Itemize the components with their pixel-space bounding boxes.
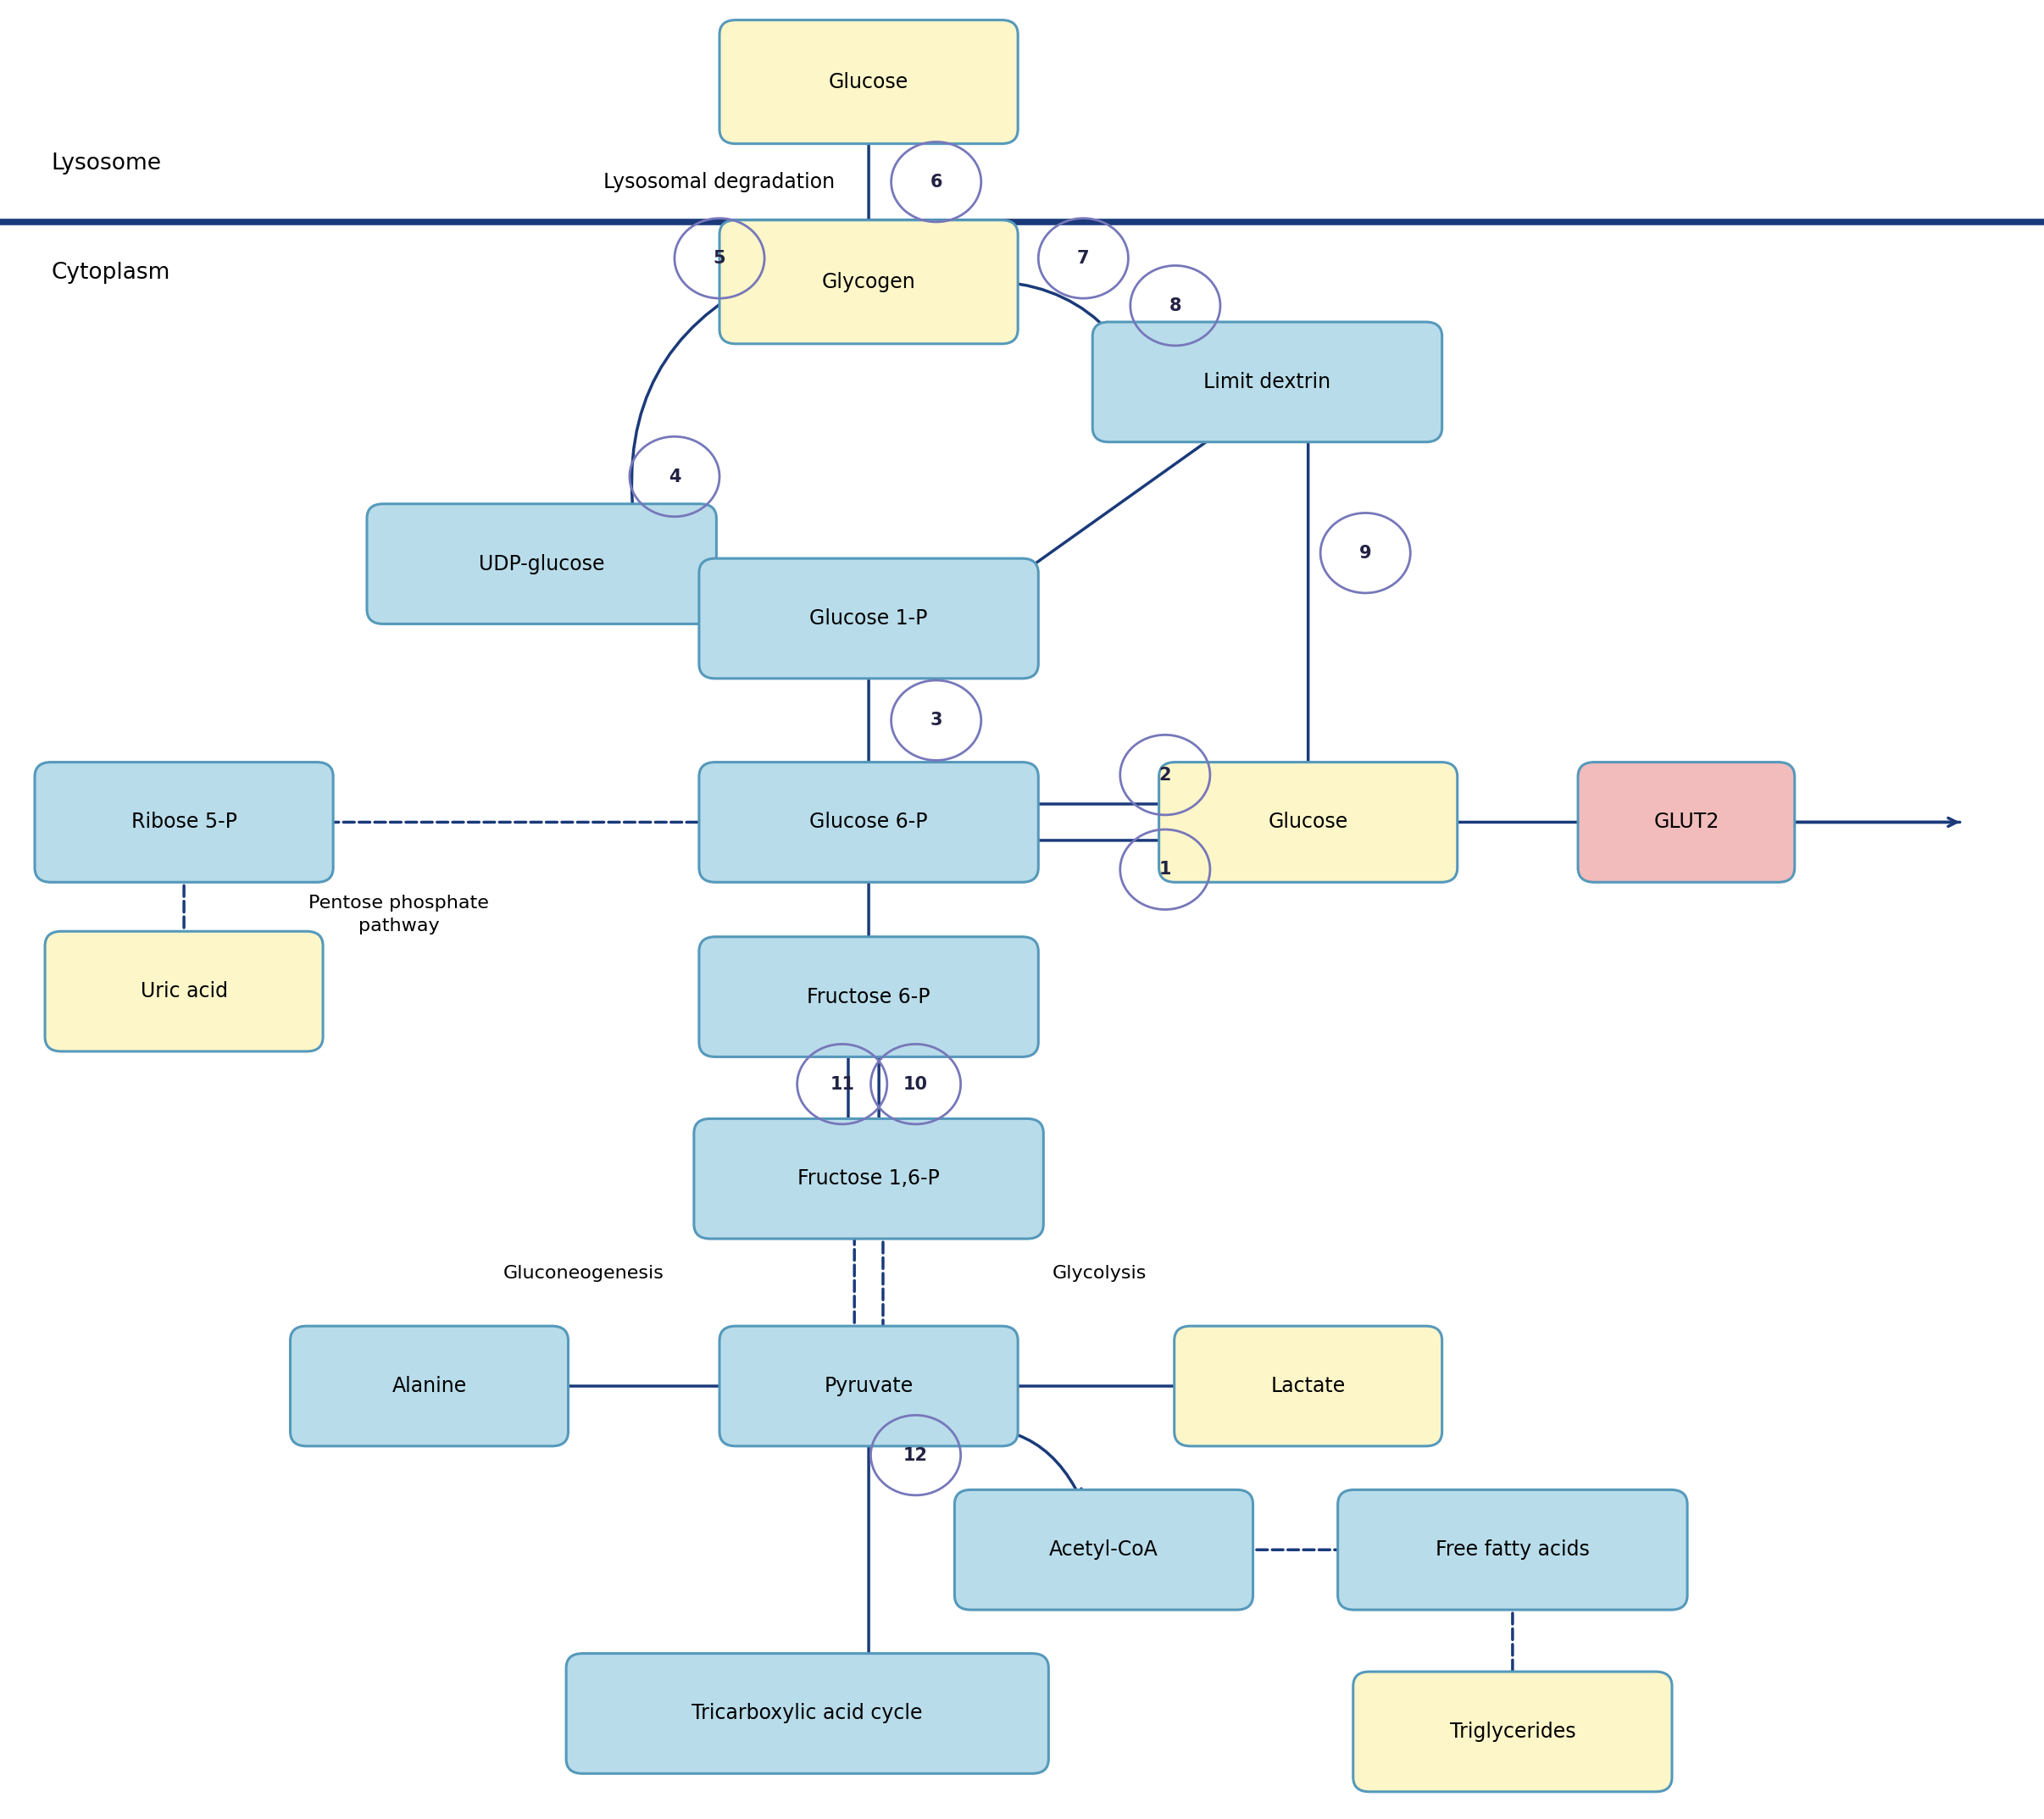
- FancyBboxPatch shape: [35, 762, 333, 882]
- FancyBboxPatch shape: [1353, 1672, 1672, 1792]
- Text: Triglycerides: Triglycerides: [1449, 1721, 1576, 1743]
- FancyBboxPatch shape: [699, 762, 1038, 882]
- Text: Acetyl-CoA: Acetyl-CoA: [1049, 1539, 1159, 1561]
- Text: Uric acid: Uric acid: [141, 980, 227, 1002]
- Text: Gluconeogenesis: Gluconeogenesis: [503, 1264, 664, 1282]
- Text: 8: 8: [1169, 296, 1181, 315]
- Text: 7: 7: [1077, 249, 1089, 267]
- Text: 3: 3: [930, 711, 942, 729]
- FancyBboxPatch shape: [45, 931, 323, 1051]
- Text: Lactate: Lactate: [1271, 1375, 1345, 1397]
- FancyBboxPatch shape: [1337, 1490, 1686, 1610]
- Text: 6: 6: [930, 173, 942, 191]
- FancyBboxPatch shape: [1091, 322, 1443, 442]
- Text: Glucose 1-P: Glucose 1-P: [809, 608, 928, 629]
- Text: Glucose: Glucose: [828, 71, 910, 93]
- Text: Free fatty acids: Free fatty acids: [1435, 1539, 1590, 1561]
- Text: Cytoplasm: Cytoplasm: [51, 262, 170, 284]
- Text: UDP-glucose: UDP-glucose: [478, 553, 605, 575]
- Text: Glucose 6-P: Glucose 6-P: [809, 811, 928, 833]
- FancyBboxPatch shape: [290, 1326, 568, 1446]
- FancyBboxPatch shape: [1173, 1326, 1443, 1446]
- Text: 2: 2: [1159, 766, 1171, 784]
- FancyBboxPatch shape: [699, 558, 1038, 678]
- Text: 11: 11: [830, 1075, 854, 1093]
- Text: Glycogen: Glycogen: [822, 271, 916, 293]
- Text: Ribose 5-P: Ribose 5-P: [131, 811, 237, 833]
- Text: Alanine: Alanine: [392, 1375, 466, 1397]
- Text: Fructose 6-P: Fructose 6-P: [807, 986, 930, 1008]
- Text: Limit dextrin: Limit dextrin: [1204, 371, 1331, 393]
- Text: 10: 10: [903, 1075, 928, 1093]
- FancyBboxPatch shape: [719, 1326, 1018, 1446]
- Text: 5: 5: [713, 249, 726, 267]
- Text: Fructose 1,6-P: Fructose 1,6-P: [797, 1168, 940, 1190]
- FancyBboxPatch shape: [566, 1653, 1049, 1774]
- Text: Pentose phosphate
pathway: Pentose phosphate pathway: [309, 895, 489, 935]
- Text: Tricarboxylic acid cycle: Tricarboxylic acid cycle: [693, 1703, 922, 1724]
- Text: Lysosomal degradation: Lysosomal degradation: [603, 171, 834, 193]
- FancyBboxPatch shape: [368, 504, 715, 624]
- FancyBboxPatch shape: [955, 1490, 1253, 1610]
- FancyBboxPatch shape: [1578, 762, 1795, 882]
- Text: Pyruvate: Pyruvate: [824, 1375, 914, 1397]
- Text: GLUT2: GLUT2: [1654, 811, 1719, 833]
- FancyBboxPatch shape: [693, 1119, 1042, 1239]
- Text: Glycolysis: Glycolysis: [1053, 1264, 1147, 1282]
- Text: 4: 4: [668, 467, 681, 486]
- Text: 9: 9: [1359, 544, 1372, 562]
- FancyBboxPatch shape: [719, 220, 1018, 344]
- Text: 1: 1: [1159, 860, 1171, 879]
- Text: Lysosome: Lysosome: [51, 153, 161, 175]
- Text: 12: 12: [903, 1446, 928, 1464]
- FancyBboxPatch shape: [699, 937, 1038, 1057]
- FancyBboxPatch shape: [1159, 762, 1457, 882]
- Text: Glucose: Glucose: [1267, 811, 1349, 833]
- FancyBboxPatch shape: [719, 20, 1018, 144]
